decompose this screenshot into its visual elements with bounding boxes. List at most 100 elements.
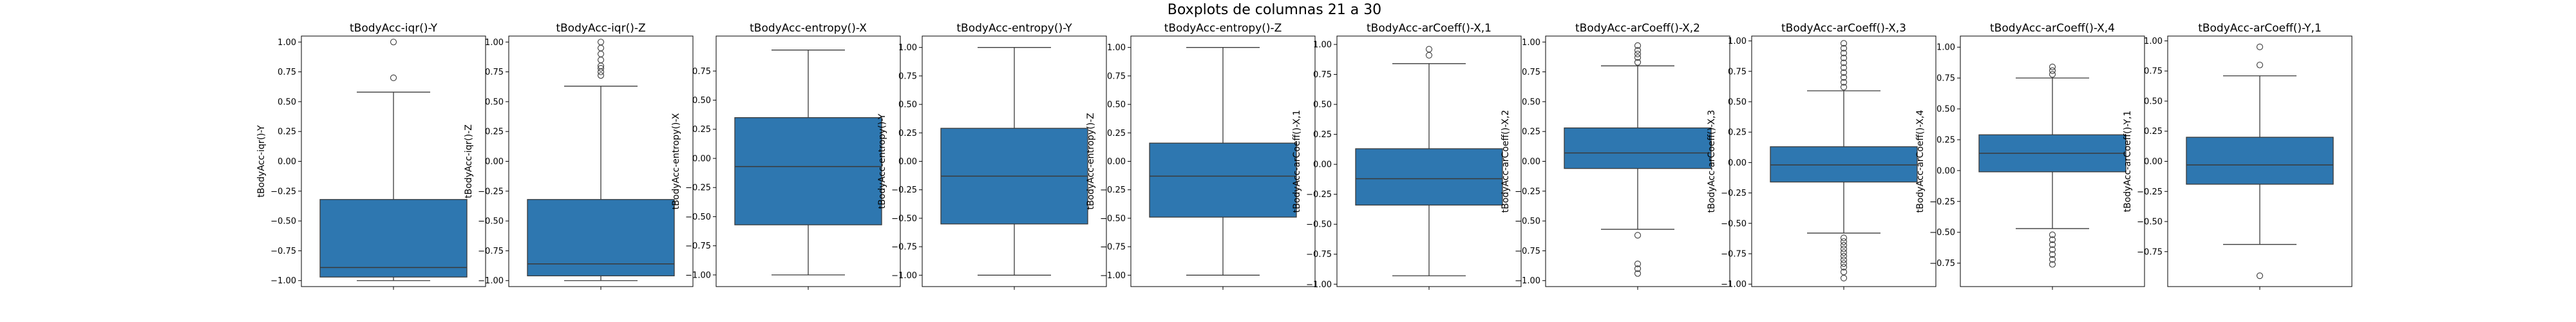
y-tick-label: 0.00 bbox=[1313, 160, 1332, 170]
y-tick-label: −0.50 bbox=[1306, 220, 1332, 230]
y-tick-label: 0.00 bbox=[1728, 158, 1747, 168]
outlier-point bbox=[2049, 246, 2056, 253]
outlier-point bbox=[597, 56, 605, 64]
panel-title: tBodyAcc-arCoeff()-X,1 bbox=[1367, 22, 1492, 35]
outlier-point bbox=[2049, 67, 2056, 74]
y-tick-label: −1.00 bbox=[891, 271, 917, 281]
outlier-point bbox=[1840, 245, 1848, 252]
panel-frame bbox=[1130, 35, 1316, 287]
outlier-point bbox=[1840, 84, 1848, 91]
boxplot-panel: tBodyAcc-iqr()-Z tBodyAcc-iqr()-Z −1.00 −0.… bbox=[464, 22, 694, 290]
outlier-point bbox=[1840, 249, 1848, 256]
y-tick-label: −0.25 bbox=[2137, 187, 2163, 197]
outlier-point bbox=[2049, 231, 2056, 238]
y-tick-label: −0.25 bbox=[685, 184, 711, 193]
y-tick-label: −0.75 bbox=[270, 247, 296, 256]
y-tick-label: 0.00 bbox=[1522, 157, 1540, 167]
outlier-point bbox=[1840, 256, 1848, 263]
outlier-point bbox=[2049, 261, 2056, 268]
y-tick-label: −0.75 bbox=[1306, 250, 1332, 260]
y-axis-label: tBodyAcc-entropy()-Y bbox=[877, 113, 887, 209]
iqr-box bbox=[527, 199, 675, 276]
outlier-point bbox=[2049, 71, 2056, 78]
panels-group: tBodyAcc-iqr()-Y tBodyAcc-iqr()-Y −1.00 −0.… bbox=[256, 22, 2353, 290]
y-tick-label: −0.75 bbox=[891, 243, 917, 252]
outlier-point bbox=[597, 72, 605, 79]
panel-title: tBodyAcc-arCoeff()-X,2 bbox=[1575, 22, 1700, 35]
boxplot-panel: tBodyAcc-arCoeff()-X,4 tBodyAcc-arCoeff()… bbox=[1915, 22, 2145, 290]
boxplot-panel: tBodyAcc-arCoeff()-X,1 tBodyAcc-arCoeff()… bbox=[1292, 22, 1522, 290]
y-tick-label: −0.50 bbox=[685, 213, 711, 222]
outlier-point bbox=[1634, 42, 1642, 49]
outlier-point bbox=[1634, 232, 1642, 239]
y-tick-label: −0.75 bbox=[478, 247, 504, 256]
y-axis-label: tBodyAcc-entropy()-X bbox=[671, 113, 681, 209]
y-tick-label: 0.00 bbox=[692, 154, 711, 164]
y-tick-label: −0.25 bbox=[1100, 185, 1126, 195]
y-tick-label: 0.00 bbox=[1107, 157, 1126, 167]
y-tick-label: 0.75 bbox=[1107, 71, 1126, 81]
y-tick-label: 0.50 bbox=[485, 97, 504, 107]
y-axis-label: tBodyAcc-entropy()-Z bbox=[1086, 113, 1096, 209]
y-tick-label: −0.50 bbox=[891, 214, 917, 223]
y-tick-label: 0.50 bbox=[898, 100, 917, 110]
y-tick-label: 0.00 bbox=[485, 157, 504, 167]
y-tick-label: 0.00 bbox=[1937, 166, 1955, 176]
y-tick-label: 1.00 bbox=[898, 43, 917, 53]
y-tick-label: −1.00 bbox=[1100, 271, 1126, 281]
y-tick-label: 1.00 bbox=[278, 38, 296, 48]
outlier-point bbox=[1840, 263, 1848, 270]
outlier-point bbox=[1634, 59, 1642, 66]
y-tick-label: 0.25 bbox=[1728, 128, 1747, 138]
y-tick-label: 1.00 bbox=[485, 38, 504, 48]
iqr-box bbox=[1355, 148, 1503, 206]
y-tick-label: 0.75 bbox=[2144, 67, 2163, 77]
outlier-point bbox=[2049, 236, 2056, 243]
outlier-point bbox=[1840, 260, 1848, 267]
y-tick-label: 0.00 bbox=[2144, 157, 2163, 167]
y-tick-label: 1.00 bbox=[1313, 41, 1332, 50]
y-tick-label: −1.00 bbox=[1721, 280, 1747, 290]
y-tick-label: −0.75 bbox=[685, 242, 711, 251]
outlier-point bbox=[597, 39, 605, 46]
y-tick-label: −0.75 bbox=[1100, 243, 1126, 252]
outlier-point bbox=[1840, 242, 1848, 249]
y-tick-label: −0.25 bbox=[1515, 187, 1540, 196]
y-tick-label: 0.75 bbox=[692, 67, 711, 77]
outlier-point bbox=[390, 74, 397, 81]
y-tick-label: 0.50 bbox=[1107, 100, 1126, 110]
y-tick-label: −0.75 bbox=[1721, 250, 1747, 260]
y-tick-label: 0.75 bbox=[1522, 68, 1540, 77]
y-tick-label: 0.75 bbox=[1728, 67, 1747, 77]
y-tick-label: 0.50 bbox=[2144, 97, 2163, 106]
panel-title: tBodyAcc-entropy()-X bbox=[750, 22, 867, 35]
y-tick-label: −0.50 bbox=[270, 217, 296, 227]
outlier-point bbox=[2256, 61, 2264, 68]
outlier-point bbox=[2049, 63, 2056, 70]
iqr-box bbox=[319, 199, 468, 278]
y-tick-label: 0.75 bbox=[278, 68, 296, 77]
panel-title: tBodyAcc-entropy()-Y bbox=[956, 22, 1072, 35]
y-tick-label: 1.00 bbox=[1107, 43, 1126, 53]
y-tick-label: 1.00 bbox=[1522, 38, 1540, 48]
panel-frame bbox=[1336, 35, 1522, 287]
y-tick-label: 0.25 bbox=[485, 128, 504, 137]
iqr-box bbox=[2186, 137, 2334, 185]
y-tick-label: −0.75 bbox=[1929, 259, 1955, 269]
y-axis-label: tBodyAcc-arCoeff()-X,4 bbox=[1915, 110, 1926, 213]
panel-title: tBodyAcc-entropy()-Z bbox=[1164, 22, 1282, 35]
y-tick-label: −1.00 bbox=[270, 276, 296, 286]
outlier-point bbox=[1840, 252, 1848, 260]
y-tick-label: 1.00 bbox=[1728, 37, 1747, 46]
y-tick-label: 0.25 bbox=[1937, 135, 1955, 145]
panel-frame bbox=[1751, 35, 1937, 287]
y-tick-label: −0.25 bbox=[1721, 189, 1747, 198]
boxplot-panel: tBodyAcc-arCoeff()-X,3 tBodyAcc-arCoeff()… bbox=[1707, 22, 1937, 290]
y-tick-label: 0.50 bbox=[692, 96, 711, 106]
y-axis-label: tBodyAcc-arCoeff()-Y,1 bbox=[2123, 111, 2133, 213]
y-tick-label: −0.50 bbox=[1721, 219, 1747, 229]
iqr-box bbox=[1564, 127, 1712, 169]
y-tick-label: −0.25 bbox=[1306, 190, 1332, 200]
y-tick-label: 1.00 bbox=[2144, 37, 2163, 46]
